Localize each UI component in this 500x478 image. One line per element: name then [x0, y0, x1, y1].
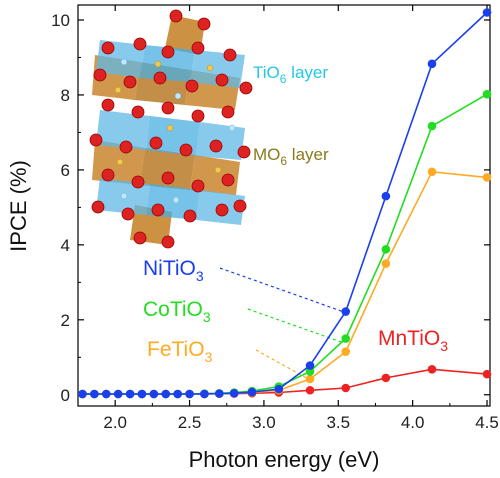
data-point-nitio-15 [305, 361, 315, 370]
coti-label-sub: 3 [203, 309, 211, 325]
leader-line-1 [247, 308, 343, 344]
data-point-fetio-17 [381, 259, 391, 268]
data-point-cotio-18 [427, 121, 437, 131]
feti-label: FeTiO3 [147, 338, 213, 365]
ti-layer-label: TiO6 layer [253, 63, 328, 86]
y-tick-label-2: 4 [61, 236, 70, 255]
ti-layer-sub: 6 [280, 72, 287, 86]
leader-line-0 [219, 267, 343, 313]
data-point-nitio-17 [381, 191, 391, 201]
data-point-nitio-14 [274, 384, 284, 394]
leader-lines [219, 267, 343, 382]
data-point-nitio-5 [137, 389, 147, 399]
x-tick-label-3: 3.5 [326, 413, 350, 432]
coti-label: CoTiO3 [143, 298, 211, 325]
data-point-nitio-1 [90, 389, 99, 399]
data-point-nitio-18 [427, 59, 437, 69]
data-point-nitio-0 [78, 389, 87, 399]
y-tick-label-5: 10 [51, 11, 70, 30]
data-point-fetio-16 [341, 347, 351, 356]
x-tick-label-0: 2.0 [103, 413, 127, 432]
mnti-label: MnTiO3 [378, 327, 448, 354]
m-layer-sub: 6 [280, 154, 287, 168]
data-point-fetio-19 [482, 173, 492, 182]
y-tick-label-1: 2 [61, 311, 70, 330]
niti-label: NiTiO3 [143, 257, 204, 284]
data-point-cotio-19 [482, 89, 492, 99]
crystal-structure-inset [89, 9, 253, 249]
data-point-nitio-10 [200, 389, 209, 399]
mnti-label-main: MnTiO [378, 327, 440, 350]
data-point-cotio-15 [305, 367, 315, 376]
data-point-nitio-3 [113, 389, 123, 399]
data-point-mntio-18 [427, 364, 437, 374]
data-point-nitio-2 [101, 389, 111, 399]
data-point-mntio-16 [341, 383, 351, 393]
coti-label-main: CoTiO [143, 298, 203, 321]
feti-label-main: FeTiO [147, 338, 205, 361]
x-tick-label-5: 4.5 [475, 413, 499, 432]
x-axis-title: Photon energy (eV) [189, 447, 380, 472]
m-layer-label: MO6 layer [253, 145, 329, 168]
data-point-cotio-16 [341, 334, 351, 343]
axes: 2.0 2.5 3.0 3.5 4.0 4.5 0 2 4 6 8 10 [51, 5, 499, 432]
data-point-nitio-7 [161, 389, 171, 399]
niti-label-sub: 3 [196, 268, 204, 284]
series-group [78, 8, 492, 399]
mnti-label-sub: 3 [440, 338, 448, 354]
ti-layer-rest: layer [286, 63, 328, 82]
x-tick-label-1: 2.5 [178, 413, 202, 432]
x-tick-label-2: 3.0 [252, 413, 276, 432]
oxygen-atoms [89, 9, 253, 249]
data-point-nitio-13 [247, 387, 257, 397]
y-tick-label-3: 6 [61, 161, 70, 180]
data-point-fetio-15 [305, 374, 315, 384]
data-point-nitio-16 [341, 307, 351, 316]
plot-frame [77, 4, 491, 407]
data-point-nitio-9 [185, 389, 194, 399]
data-point-nitio-19 [482, 8, 492, 17]
ti-layer-main: TiO [253, 63, 280, 82]
data-point-nitio-4 [125, 389, 135, 399]
data-point-mntio-17 [381, 373, 391, 383]
m-layer-rest: layer [287, 145, 329, 164]
data-point-nitio-8 [173, 389, 182, 399]
data-point-mntio-15 [305, 385, 315, 395]
y-tick-label-4: 8 [61, 86, 70, 105]
data-point-nitio-12 [229, 388, 239, 398]
data-point-fetio-18 [427, 167, 437, 177]
data-point-mntio-19 [482, 369, 492, 379]
leader-line-2 [255, 349, 313, 382]
y-tick-label-0: 0 [61, 386, 70, 405]
feti-label-sub: 3 [205, 349, 213, 365]
niti-label-main: NiTiO [143, 257, 196, 280]
data-point-cotio-17 [381, 245, 391, 254]
y-axis-title: IPCE (%) [6, 160, 31, 252]
data-point-nitio-6 [149, 389, 159, 399]
data-point-nitio-11 [214, 389, 224, 398]
x-tick-label-4: 4.0 [401, 413, 425, 432]
m-layer-main: MO [253, 145, 280, 164]
